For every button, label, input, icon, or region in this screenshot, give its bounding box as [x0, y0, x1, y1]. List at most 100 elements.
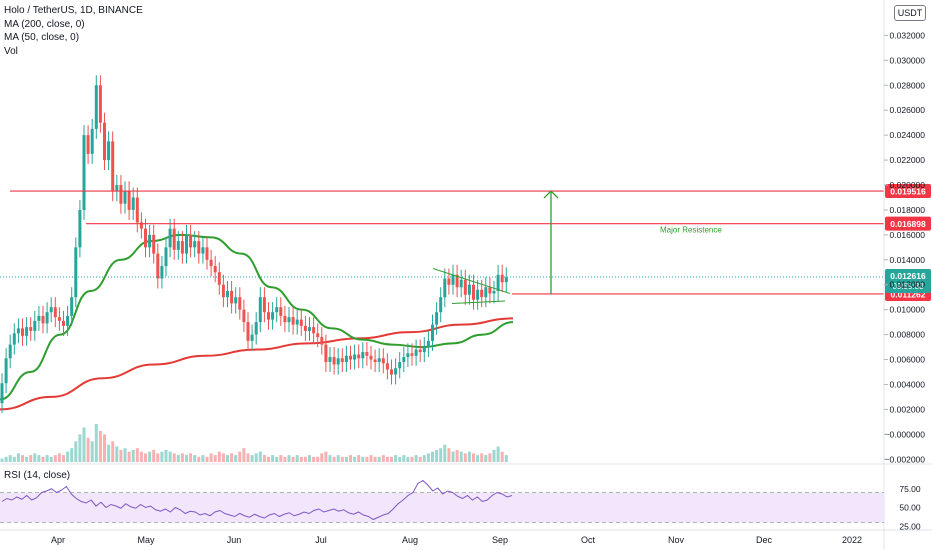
candle-body — [57, 317, 61, 321]
volume-bar — [148, 451, 152, 462]
candle-body — [37, 315, 41, 321]
volume-bar — [62, 455, 65, 462]
annotation-label: Major Resistence — [660, 226, 722, 235]
candle-body — [197, 241, 201, 254]
candle-body — [500, 274, 504, 283]
time-axis[interactable]: Apr May Jun Jul Aug Sep Oct Nov Dec 2022 — [51, 535, 862, 545]
ma200-legend[interactable]: MA (200, close, 0) — [4, 18, 85, 30]
volume-bar — [135, 448, 139, 462]
currency-unit-button[interactable]: USDT — [894, 5, 926, 21]
volume-bar — [70, 448, 74, 462]
ma200-path — [0, 317, 514, 411]
candle-body — [414, 349, 418, 356]
candle-body — [332, 357, 336, 365]
volume-bar — [287, 455, 291, 462]
candle-body — [12, 333, 16, 345]
volume-bar — [144, 453, 147, 462]
volume-bar — [262, 455, 266, 462]
volume-bar — [398, 456, 402, 462]
time-tick-label: Oct — [581, 535, 596, 545]
volume-bar — [131, 449, 135, 462]
candle-body — [238, 297, 242, 310]
rsi-pane[interactable]: 75.00 50.00 25.00 — [0, 479, 921, 532]
rsi-legend[interactable]: RSI (14, close) — [4, 470, 71, 481]
time-tick-label: Sep — [492, 535, 508, 545]
time-tick-label: Jun — [227, 535, 242, 545]
volume-bar — [33, 453, 37, 462]
candle-body — [472, 284, 475, 300]
candle-body — [390, 369, 393, 375]
volume-bar — [139, 451, 143, 462]
candle-body — [185, 234, 188, 254]
volume-bar — [103, 434, 106, 462]
volume-bar — [25, 456, 29, 462]
candle-body — [447, 278, 451, 285]
candle-body — [209, 259, 213, 267]
volume-bar — [242, 448, 246, 462]
price-tick-label: 0.014000 — [890, 255, 926, 265]
price-tick-label: 0.022000 — [890, 155, 926, 165]
volume-bar — [385, 456, 389, 462]
candle-body — [168, 228, 172, 248]
volume-bar — [426, 453, 430, 462]
volume-bar — [492, 449, 496, 462]
volume-bar — [176, 455, 180, 462]
candle-body — [484, 287, 488, 298]
volume-bar — [37, 455, 41, 462]
candle-body — [287, 317, 291, 323]
candle-body — [103, 122, 106, 161]
volume-bar — [447, 448, 451, 462]
volume-bar — [303, 456, 307, 462]
price-tick-label: 0.026000 — [890, 105, 926, 115]
volume-bar — [8, 455, 12, 462]
volume-bar — [16, 453, 20, 462]
volume-bar — [308, 455, 311, 462]
candle-body — [127, 191, 131, 210]
chart-legend: Holo / TetherUS, 1D, BINANCE MA (200, cl… — [4, 4, 143, 58]
price-tick-label: 0.024000 — [890, 130, 926, 140]
candle-body — [381, 358, 385, 364]
candle-body — [29, 327, 33, 331]
candle-body — [451, 274, 455, 285]
candle-body — [45, 312, 49, 324]
candle-body — [291, 317, 295, 325]
volume-bar — [344, 456, 348, 462]
volume-bar — [189, 453, 193, 462]
candle-body — [98, 85, 102, 123]
candle-body — [353, 354, 357, 360]
volume-bar — [279, 455, 283, 462]
candle-body — [349, 355, 352, 360]
volume-bar — [12, 456, 16, 462]
volume-bar — [74, 441, 78, 462]
time-tick-label: Jul — [315, 535, 327, 545]
volume-bar — [201, 455, 205, 462]
candle-body — [62, 320, 65, 326]
volume-bar — [111, 441, 115, 462]
candle-body — [107, 141, 111, 161]
volume-bar — [283, 456, 287, 462]
time-tick-label: Dec — [756, 535, 773, 545]
ma50-legend[interactable]: MA (50, close, 0) — [4, 32, 80, 43]
price-tick-label: 0.002000 — [890, 404, 926, 414]
symbol-title[interactable]: Holo / TetherUS, 1D, BINANCE — [4, 5, 143, 16]
volume-bar — [123, 448, 127, 462]
volume-legend[interactable]: Vol — [4, 45, 18, 57]
volume-bar — [217, 451, 221, 462]
drawings[interactable]: Major Resistence — [432, 190, 722, 304]
candle-body — [365, 352, 369, 356]
candle-body — [213, 266, 217, 273]
volume-bar — [418, 456, 422, 462]
volume-bar — [390, 456, 393, 462]
candle-body — [320, 337, 324, 345]
rsi-tick-label: 75.00 — [899, 484, 921, 494]
candle-body — [160, 266, 164, 279]
candle-body — [25, 327, 29, 336]
volume-bar — [357, 455, 361, 462]
candle-body — [226, 290, 229, 298]
candle-body — [275, 307, 279, 313]
volume-bar — [53, 455, 57, 462]
candle-body — [406, 353, 410, 358]
